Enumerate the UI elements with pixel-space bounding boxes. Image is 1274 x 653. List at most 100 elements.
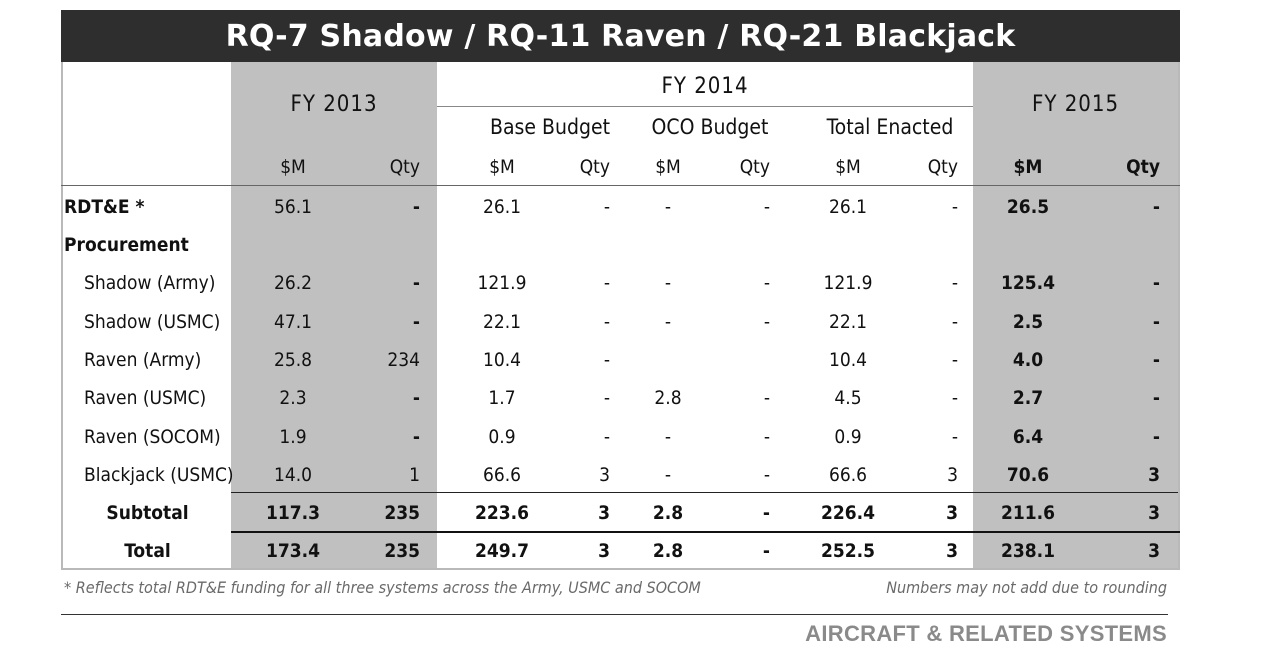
- table-cell: -: [763, 464, 770, 486]
- header-oco-budget: OCO Budget: [651, 115, 769, 139]
- table-cell: [720, 341, 770, 379]
- footer-divider: [61, 614, 1168, 615]
- table-cell: 4.5: [834, 387, 862, 409]
- table-cell: 3: [947, 464, 958, 486]
- table-cell: 252.5: [820, 540, 876, 562]
- table-cell: 3: [598, 540, 610, 562]
- table-cell: 3: [599, 464, 610, 486]
- table-cell: -: [1152, 349, 1160, 371]
- table-cell: -: [762, 540, 770, 562]
- table-cell: -: [951, 311, 958, 333]
- table-cell: 173.4: [265, 540, 321, 562]
- table-cell: [808, 226, 888, 264]
- table-cell: -: [763, 311, 770, 333]
- table-cell: -: [763, 196, 770, 218]
- row-label: Total: [124, 540, 171, 562]
- table-cell: -: [664, 272, 672, 294]
- table-cell: 3: [1148, 540, 1160, 562]
- table-cell: -: [412, 426, 420, 448]
- table-cell: [560, 226, 610, 264]
- table-cell: 0.9: [488, 426, 516, 448]
- column-header: Qty: [389, 156, 420, 178]
- table-cell: -: [603, 311, 610, 333]
- table-cell: [633, 226, 703, 264]
- table-cell: 14.0: [273, 464, 313, 486]
- header-fy2015: FY 2015: [1031, 91, 1120, 117]
- table-cell: -: [763, 272, 770, 294]
- table-cell: -: [763, 387, 770, 409]
- table-cell: 1.9: [279, 426, 307, 448]
- table-cell: -: [603, 387, 610, 409]
- table-cell: 3: [946, 540, 958, 562]
- table-cell: 226.4: [820, 502, 876, 524]
- row-label: Raven (Army): [84, 349, 202, 371]
- column-header: $M: [835, 156, 861, 178]
- header-base-budget: Base Budget: [490, 115, 610, 139]
- fy2014-underline: [437, 106, 973, 107]
- table-cell: -: [951, 387, 958, 409]
- table-cell: 10.4: [482, 349, 522, 371]
- table-cell: 117.3: [265, 502, 321, 524]
- table-cell: 22.1: [828, 311, 868, 333]
- table-cell: -: [412, 311, 420, 333]
- table-cell: 125.4: [1000, 272, 1056, 294]
- column-header: Qty: [927, 156, 958, 178]
- table-cell: 70.6: [1006, 464, 1050, 486]
- table-cell: 238.1: [1000, 540, 1056, 562]
- table-cell: -: [1152, 196, 1160, 218]
- fy2013-shade: [231, 62, 437, 568]
- column-header: $M: [655, 156, 681, 178]
- table-cell: 47.1: [273, 311, 313, 333]
- table-cell: [258, 226, 328, 264]
- table-cell: [900, 226, 958, 264]
- table-cell: -: [412, 196, 420, 218]
- table-cell: -: [412, 387, 420, 409]
- table-cell: -: [1152, 387, 1160, 409]
- table-cell: 234: [387, 349, 420, 371]
- table-cell: -: [664, 196, 672, 218]
- table-cell: -: [603, 349, 610, 371]
- table-cell: 10.4: [828, 349, 868, 371]
- footnote-rounding: Numbers may not add due to rounding: [886, 577, 1167, 597]
- row-label: Blackjack (USMC): [84, 464, 234, 486]
- table-cell: [462, 226, 542, 264]
- table-cell: -: [664, 311, 672, 333]
- table-cell: -: [664, 426, 672, 448]
- column-header: Qty: [579, 156, 610, 178]
- column-header: $M: [1013, 156, 1043, 178]
- table-cell: [993, 226, 1063, 264]
- table-cell: -: [412, 272, 420, 294]
- table-cell: 2.5: [1012, 311, 1044, 333]
- footnote-rdte: * Reflects total RDT&E funding for all t…: [64, 577, 701, 597]
- table-cell: -: [762, 502, 770, 524]
- row-label: Shadow (USMC): [84, 311, 221, 333]
- table-cell: -: [1152, 311, 1160, 333]
- table-cell: 121.9: [823, 272, 873, 294]
- table-cell: 3: [946, 502, 958, 524]
- row-label: Raven (USMC): [84, 387, 207, 409]
- table-cell: 2.7: [1012, 387, 1044, 409]
- table-title: RQ-7 Shadow / RQ-11 Raven / RQ-21 Blackj…: [61, 10, 1180, 62]
- row-label: RDT&E *: [64, 196, 145, 218]
- table-cell: 26.1: [482, 196, 522, 218]
- table-cell: 2.8: [652, 540, 684, 562]
- table-cell: -: [951, 426, 958, 448]
- table-cell: 0.9: [834, 426, 862, 448]
- table-cell: 2.8: [654, 387, 682, 409]
- table-cell: [365, 226, 420, 264]
- table-cell: [1100, 226, 1160, 264]
- table-cell: 26.5: [1006, 196, 1050, 218]
- table-cell: 211.6: [1000, 502, 1056, 524]
- table-cell: 1: [409, 464, 420, 486]
- table-cell: 4.0: [1012, 349, 1044, 371]
- table-cell: 3: [1148, 464, 1160, 486]
- table-cell: 2.3: [279, 387, 307, 409]
- header-fy2013: FY 2013: [290, 91, 378, 117]
- table-cell: 235: [384, 502, 420, 524]
- table-cell: 56.1: [273, 196, 313, 218]
- table-cell: [720, 226, 770, 264]
- row-label: Shadow (Army): [84, 272, 216, 294]
- subtotal-rule: [231, 492, 1178, 493]
- total-rule: [231, 531, 1180, 533]
- column-header: $M: [280, 156, 306, 178]
